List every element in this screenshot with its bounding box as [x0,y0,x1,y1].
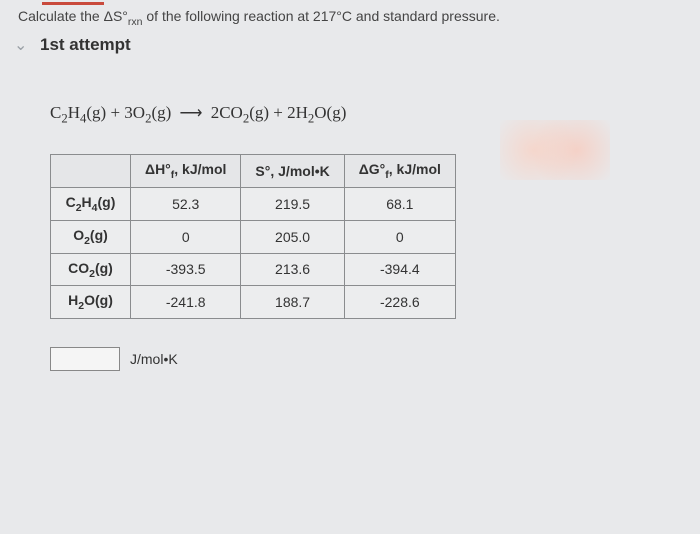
arrow-icon: ⟶ [176,105,207,122]
attempt-label: 1st attempt [40,35,131,55]
accent-line [42,2,104,5]
q-suffix: of the following reaction at 217°C and s… [143,8,500,24]
answer-row: J/mol•K [50,347,682,371]
reaction-equation: C2H4(g) + 3O2(g) ⟶ 2CO2(g) + 2H2O(g) [50,103,682,126]
answer-input[interactable] [50,347,120,371]
table-row: C2H4(g)52.3219.568.1 [51,187,456,220]
col-dg: ΔG°f, kJ/mol [344,155,455,188]
chevron-down-icon[interactable]: ⌄ [14,35,30,55]
attempt-content: C2H4(g) + 3O2(g) ⟶ 2CO2(g) + 2H2O(g) ΔH°… [18,55,682,371]
cell-dg: -394.4 [344,253,455,286]
col-dh: ΔH°f, kJ/mol [131,155,241,188]
cell-species: C2H4(g) [51,187,131,220]
thermo-table: ΔH°f, kJ/mol S°, J/mol•K ΔG°f, kJ/mol C2… [50,154,456,319]
cell-species: O2(g) [51,220,131,253]
col-s: S°, J/mol•K [241,155,344,188]
cell-s: 213.6 [241,253,344,286]
cell-dg: 68.1 [344,187,455,220]
cell-dh: -241.8 [131,286,241,319]
cell-species: CO2(g) [51,253,131,286]
answer-unit: J/mol•K [130,351,178,367]
cell-dh: 0 [131,220,241,253]
cell-s: 188.7 [241,286,344,319]
cell-dg: -228.6 [344,286,455,319]
table-header-row: ΔH°f, kJ/mol S°, J/mol•K ΔG°f, kJ/mol [51,155,456,188]
cell-dg: 0 [344,220,455,253]
cell-species: H2O(g) [51,286,131,319]
table-row: O2(g)0205.00 [51,220,456,253]
table-row: CO2(g)-393.5213.6-394.4 [51,253,456,286]
cell-s: 205.0 [241,220,344,253]
table-row: H2O(g)-241.8188.7-228.6 [51,286,456,319]
q-sub: rxn [128,16,143,28]
q-prefix: Calculate the ΔS° [18,8,128,24]
col-species [51,155,131,188]
attempt-header[interactable]: ⌄ 1st attempt [18,35,682,55]
cell-s: 219.5 [241,187,344,220]
cell-dh: 52.3 [131,187,241,220]
cell-dh: -393.5 [131,253,241,286]
